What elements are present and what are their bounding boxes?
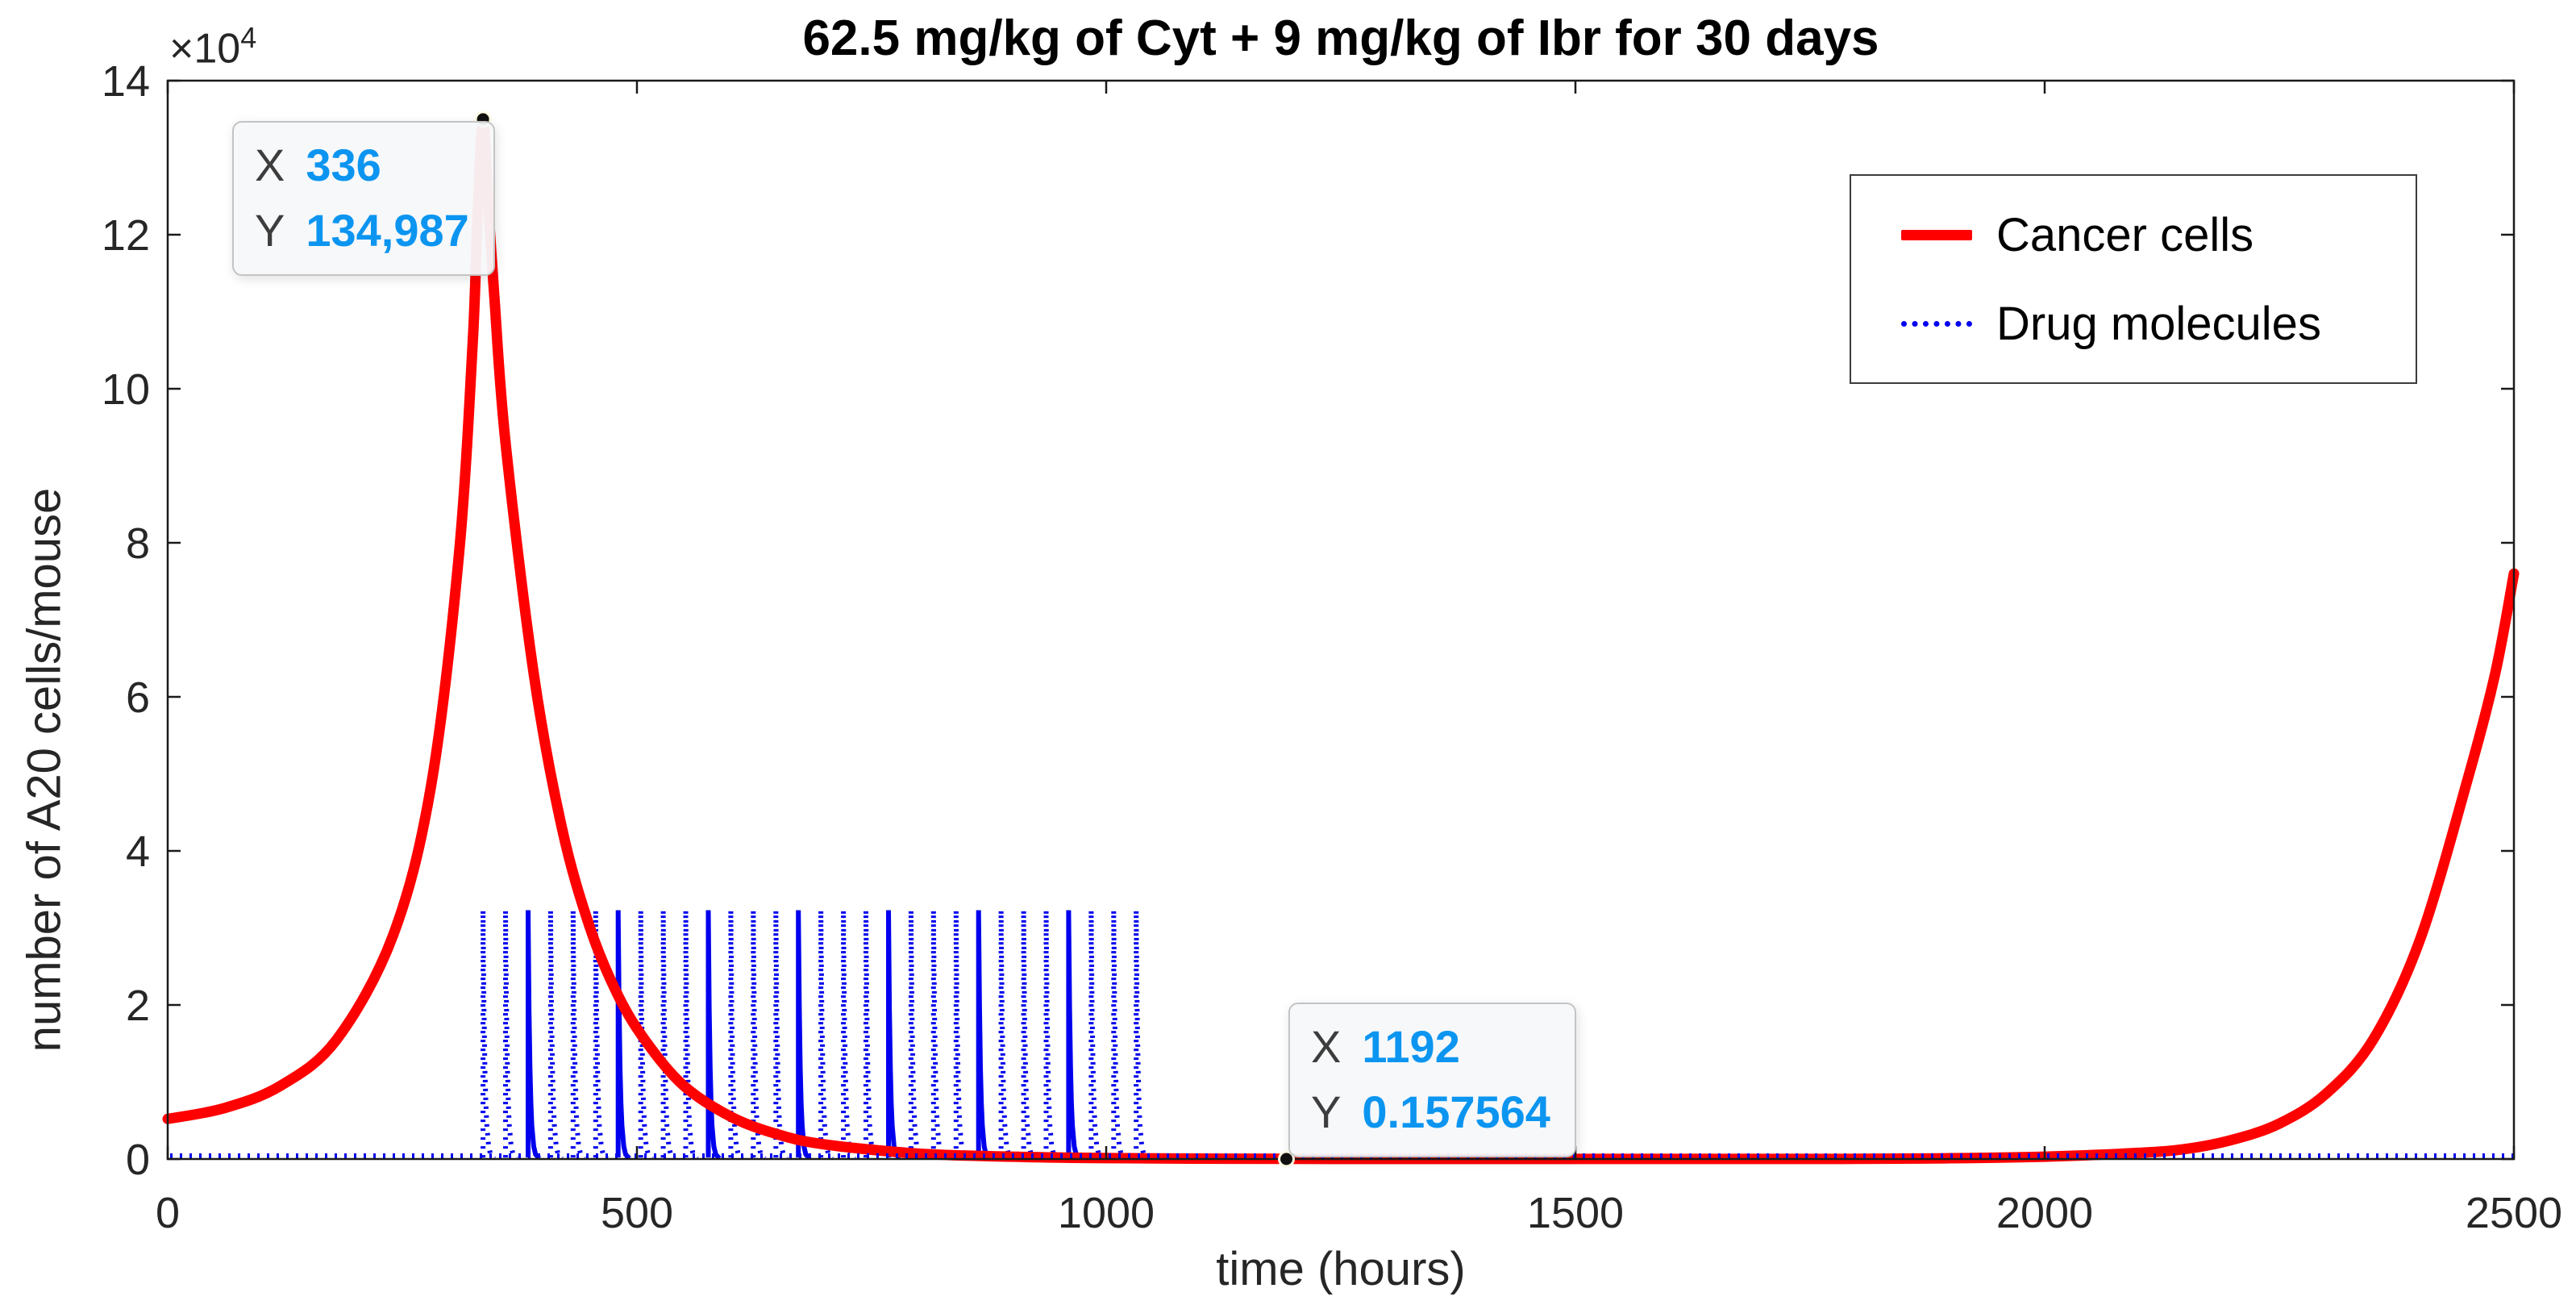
drug-dose-spike (818, 910, 834, 1161)
drug-dose-spike (503, 910, 519, 1161)
drug-dose-spike (1043, 910, 1059, 1161)
drug-dose-spike (773, 910, 789, 1161)
y-axis-multiplier: ×104 (169, 21, 256, 73)
datatip-x-label: X (1311, 1021, 1342, 1072)
drug-dose-spike (841, 910, 857, 1161)
drug-dose-spike (1088, 910, 1105, 1161)
datatip-trough[interactable]: X 1192 Y 0.157564 (1288, 1003, 1576, 1158)
y-tick-label: 12 (102, 211, 150, 260)
legend-label: Cancer cells (1996, 208, 2254, 261)
drug-dose-spike (998, 910, 1014, 1161)
drug-dose-spike (683, 910, 699, 1161)
drug-dose-spike (930, 910, 947, 1161)
datatip-marker[interactable] (1278, 1150, 1295, 1168)
cancer-cells-curve (162, 114, 2520, 1165)
multiplier-exponent: 4 (240, 21, 257, 54)
drug-dose-spike (796, 910, 812, 1161)
datatip-y-value: 134,987 (306, 205, 469, 256)
drug-dose-spike (638, 910, 654, 1161)
drug-dose-spike (908, 910, 925, 1161)
legend-entry-drug-molecules[interactable]: Drug molecules (1851, 297, 2416, 351)
drug-dose-spike (547, 910, 564, 1161)
x-tick-label: 2000 (1996, 1189, 2093, 1237)
drug-dose-spike (886, 910, 902, 1161)
y-tick-label: 8 (126, 519, 150, 568)
y-tick-label: 2 (126, 982, 150, 1030)
drug-dose-spike (1134, 910, 1150, 1161)
datatip-y-value: 0.157564 (1362, 1086, 1550, 1138)
x-tick-label: 1500 (1527, 1189, 1624, 1237)
datatip-x-label: X (255, 140, 285, 190)
drug-dose-spike (976, 910, 992, 1161)
axes-box (166, 79, 2516, 1161)
cancer-cells-line-swatch (1901, 229, 1972, 240)
legend[interactable]: Cancer cells Drug molecules (1850, 174, 2417, 384)
drug-dose-spike (570, 910, 586, 1161)
drug-dose-spike (751, 910, 767, 1161)
x-axis-label: time (hours) (1216, 1243, 1466, 1295)
datatip-x-row: X 1192 (1311, 1014, 1550, 1079)
datatip-peak[interactable]: X 336 Y 134,987 (232, 121, 495, 277)
drug-dose-spike (705, 910, 722, 1161)
datatip-y-row: Y 134,987 (255, 198, 469, 263)
datatip-x-value: 336 (306, 140, 381, 190)
datatip-y-row: Y 0.157564 (1311, 1079, 1550, 1144)
datatip-y-label: Y (255, 205, 285, 256)
x-tick-label: 500 (601, 1189, 673, 1237)
drug-dose-spike (481, 910, 497, 1161)
drug-dose-spike (1111, 910, 1127, 1161)
drug-dose-spike (526, 910, 542, 1161)
drug-molecules-line-swatch (1901, 320, 1972, 327)
x-tick-label: 0 (156, 1189, 180, 1237)
y-tick-label: 0 (126, 1136, 150, 1184)
datatip-y-label: Y (1311, 1086, 1342, 1138)
y-tick-label: 10 (102, 365, 150, 414)
y-tick-label: 6 (126, 673, 150, 722)
drug-dose-spike (864, 910, 880, 1161)
drug-dose-spike (728, 910, 744, 1161)
x-tick-label: 1000 (1058, 1189, 1155, 1237)
plot-title: 62.5 mg/kg of Cyt + 9 mg/kg of Ibr for 3… (802, 10, 1879, 66)
drug-dose-spike (1066, 910, 1082, 1161)
datatip-x-value: 1192 (1362, 1021, 1460, 1072)
y-tick-label: 4 (126, 828, 150, 876)
x-tick-label: 2500 (2466, 1189, 2562, 1237)
drug-dose-spike (953, 910, 969, 1161)
y-axis-label: number of A20 cells/mouse (18, 487, 71, 1053)
drug-dose-spike (1021, 910, 1037, 1161)
drug-dose-spike (660, 910, 676, 1161)
datatip-x-row: X 336 (255, 132, 469, 198)
drug-dose-spike (615, 910, 631, 1161)
multiplier-base: ×10 (169, 25, 241, 73)
y-tick-label: 14 (102, 57, 150, 106)
legend-label: Drug molecules (1996, 297, 2321, 350)
legend-entry-cancer-cells[interactable]: Cancer cells (1851, 208, 2416, 262)
